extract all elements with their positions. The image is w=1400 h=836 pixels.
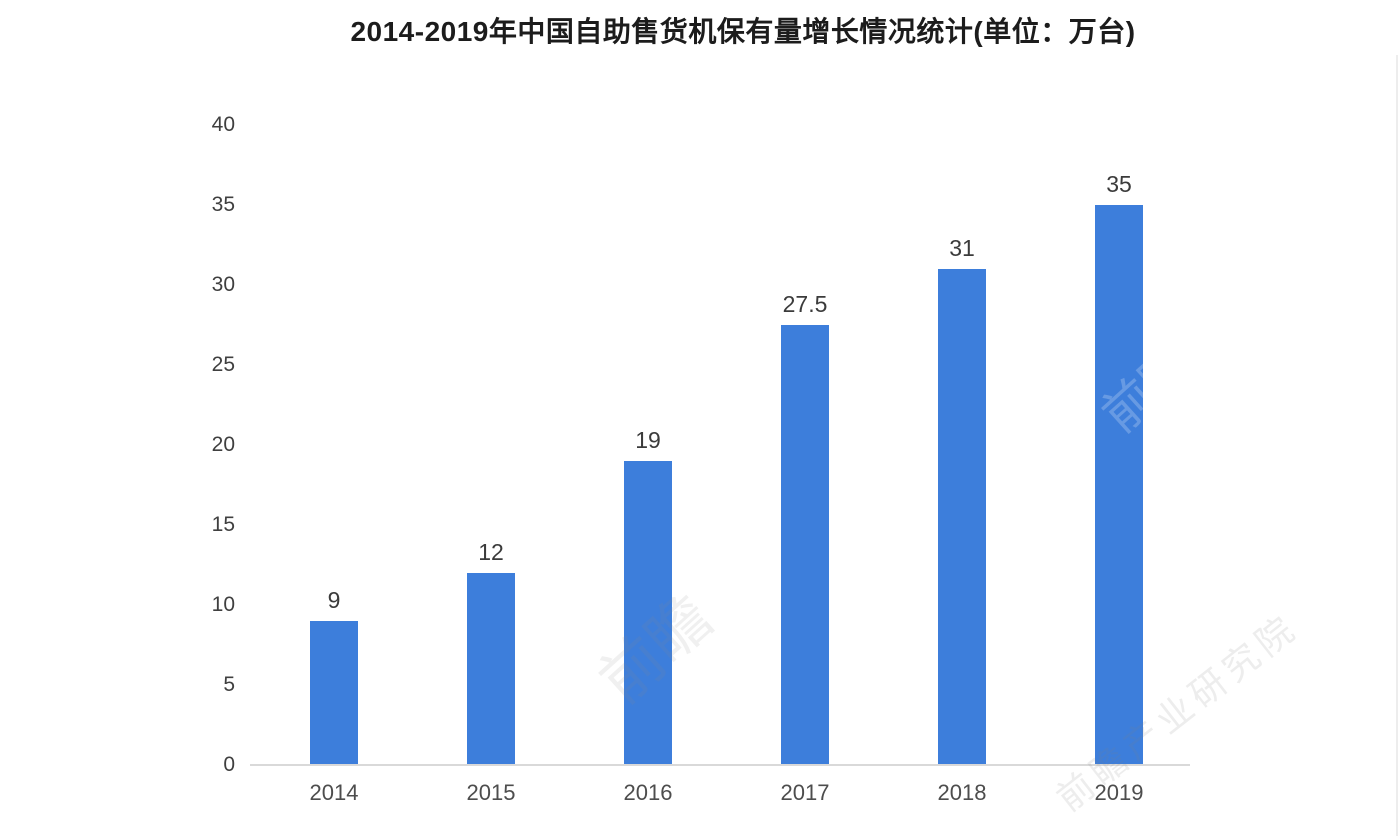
bar-value-label: 12 [478,539,504,565]
bar [467,573,515,765]
chart-title: 2014-2019年中国自助售货机保有量增长情况统计(单位：万台) [0,10,1400,50]
bar-value-label: 35 [1106,171,1132,197]
y-axis-label: 15 [211,513,235,536]
y-axis-label: 30 [211,273,235,296]
right-edge-line [1396,55,1398,836]
bar [310,621,358,765]
y-axis-label: 5 [223,673,235,696]
bar [938,269,986,765]
x-axis-label: 2016 [623,780,673,805]
bar-value-label: 9 [327,587,341,613]
y-axis-label: 10 [211,593,235,616]
x-axis-line [250,764,1190,766]
chart-title-text: 2014-2019年中国自助售货机保有量增长情况统计(单位：万台) [350,16,1136,47]
bar [1095,205,1143,765]
x-axis-label: 2018 [937,780,987,805]
bar [624,461,672,765]
x-axis-label: 2019 [1094,780,1144,805]
bar-value-label: 31 [949,235,975,261]
bar-value-label: 19 [635,427,661,453]
y-axis-label: 40 [211,113,235,136]
x-axis-label: 2017 [780,780,830,805]
y-axis-label: 20 [211,433,235,456]
x-axis-label: 2015 [466,780,516,805]
x-axis-label: 2014 [309,780,359,805]
y-axis-label: 35 [211,193,235,216]
y-axis-label: 25 [211,353,235,376]
bar-value-label: 27.5 [782,291,828,317]
bar [781,325,829,765]
y-axis-label: 0 [223,753,235,776]
